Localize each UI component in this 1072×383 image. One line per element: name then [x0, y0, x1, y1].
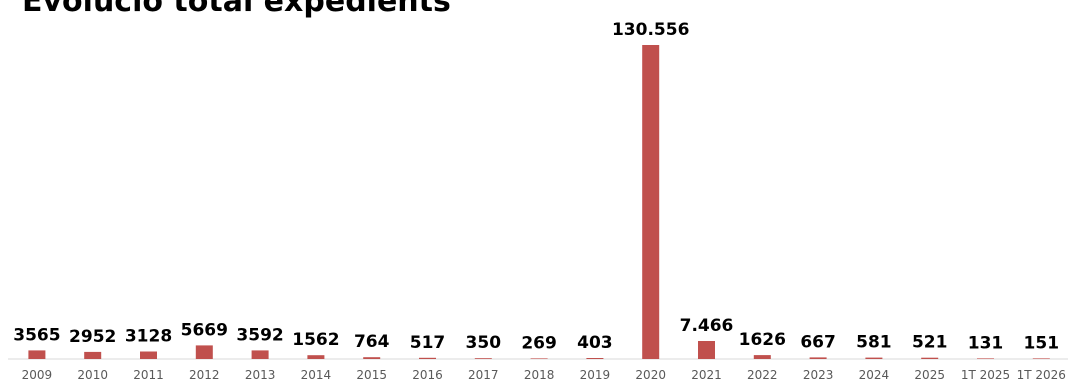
- bar-2023: [809, 357, 827, 359]
- x-tick-2025: 2025: [914, 368, 945, 382]
- data-label-2015: 764: [354, 332, 390, 352]
- bar-2014: [307, 355, 325, 359]
- data-label-2014: 1562: [292, 330, 339, 350]
- bar-2017: [474, 358, 492, 359]
- x-tick-2020: 2020: [635, 368, 666, 382]
- data-label-2016: 517: [410, 333, 446, 353]
- x-tick-2024: 2024: [859, 368, 890, 382]
- bar-2012: [195, 345, 213, 359]
- data-label-2011: 3128: [125, 327, 172, 347]
- data-label-2018: 269: [521, 333, 557, 353]
- x-tick-1t-2026: 1T 2026: [1017, 368, 1066, 382]
- bar-2016: [419, 357, 436, 359]
- bar-2024: [865, 357, 883, 359]
- bar-2025: [921, 357, 939, 359]
- x-tick-2009: 2009: [22, 368, 53, 382]
- data-label-2023: 667: [800, 332, 836, 352]
- bar-2011: [140, 351, 157, 359]
- bar-1t-2025: [977, 358, 994, 359]
- bar-series: [28, 45, 1050, 359]
- bar-2020: [642, 45, 660, 359]
- x-tick-2023: 2023: [803, 368, 834, 382]
- data-label-1t-2026: 151: [1024, 333, 1060, 353]
- bar-2018: [530, 358, 548, 359]
- bar-2022: [753, 355, 771, 359]
- data-label-2024: 581: [856, 333, 892, 353]
- bar-1t-2026: [1032, 358, 1050, 359]
- bar-2021: [698, 341, 715, 359]
- data-label-2012: 5669: [181, 320, 228, 340]
- bar-2015: [363, 357, 381, 359]
- x-tick-2013: 2013: [245, 368, 276, 382]
- data-label-2021: 7.466: [680, 316, 734, 336]
- x-tick-2016: 2016: [412, 368, 443, 382]
- data-label-2025: 521: [912, 333, 948, 353]
- data-label-2019: 403: [577, 333, 613, 353]
- data-label-1t-2025: 131: [968, 333, 1004, 353]
- x-tick-2021: 2021: [691, 368, 722, 382]
- x-tick-2014: 2014: [301, 368, 332, 382]
- x-axis-tick-labels: 2009 2010 2011 2012 2013 2014 2015 2016 2017 2018…: [22, 368, 1066, 382]
- data-label-2020: 130.556: [612, 20, 689, 40]
- data-label-2013: 3592: [236, 325, 283, 345]
- bar-2013: [251, 350, 269, 359]
- x-tick-1t-2025: 1T 2025: [961, 368, 1010, 382]
- bar-2009: [28, 350, 46, 359]
- x-tick-2019: 2019: [580, 368, 611, 382]
- x-tick-2012: 2012: [189, 368, 220, 382]
- data-label-2010: 2952: [69, 327, 116, 347]
- x-tick-2022: 2022: [747, 368, 778, 382]
- data-label-2017: 350: [466, 333, 502, 353]
- bar-2019: [586, 358, 604, 359]
- chart-title: Evolució total expedients: [22, 0, 451, 19]
- x-tick-2015: 2015: [356, 368, 387, 382]
- x-tick-2010: 2010: [77, 368, 108, 382]
- data-label-2022: 1626: [739, 330, 786, 350]
- data-labels: 3565 2952 3128 5669 3592 1562 764 517 350 269 403 1…: [13, 20, 1059, 353]
- x-tick-2018: 2018: [524, 368, 555, 382]
- bar-2010: [84, 351, 102, 359]
- x-tick-2011: 2011: [133, 368, 164, 382]
- x-tick-2017: 2017: [468, 368, 499, 382]
- data-label-2009: 3565: [13, 325, 60, 345]
